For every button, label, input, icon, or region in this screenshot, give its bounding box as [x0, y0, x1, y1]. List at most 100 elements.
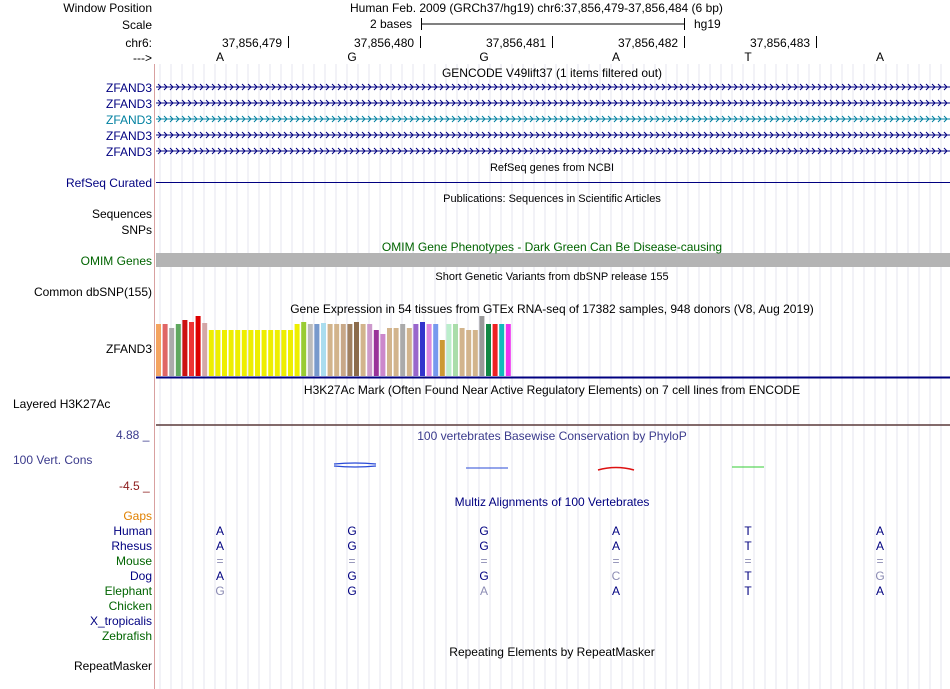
- publications-title[interactable]: Publications: Sequences in Scientific Ar…: [443, 193, 661, 205]
- gtex-bar-50: [479, 316, 485, 376]
- position-2: 37,856,480: [354, 36, 415, 50]
- snps-label[interactable]: SNPs: [121, 223, 152, 237]
- gtex-bar-28: [334, 324, 340, 376]
- base-5: T: [744, 50, 752, 64]
- refseq-title[interactable]: RefSeq genes from NCBI: [489, 162, 615, 174]
- multiz-species-rhesus[interactable]: Rhesus: [111, 539, 152, 553]
- gtex-bar-22: [294, 324, 300, 376]
- scale-label: Scale: [121, 18, 152, 32]
- multiz-base: A: [875, 539, 885, 553]
- gencode-gene-1[interactable]: ZFAND3: [105, 81, 152, 95]
- multiz-base: C: [611, 569, 621, 583]
- scale-value: 2 bases: [370, 17, 413, 31]
- gtex-label[interactable]: ZFAND3: [105, 342, 152, 356]
- gtex-bar-45: [446, 324, 452, 376]
- gtex-bar-33: [367, 324, 373, 376]
- position-4: 37,856,482: [618, 36, 679, 50]
- multiz-base: =: [216, 554, 224, 568]
- window-position-value: Human Feb. 2009 (GRCh37/hg19) chr6:37,85…: [350, 1, 723, 15]
- position-3: 37,856,481: [486, 36, 547, 50]
- gtex-bar-39: [406, 328, 412, 376]
- multiz-base: A: [215, 539, 225, 553]
- omim-title[interactable]: OMIM Gene Phenotypes - Dark Green Can Be…: [381, 240, 723, 254]
- repeatmasker-title[interactable]: Repeating Elements by RepeatMasker: [449, 645, 655, 659]
- gtex-bar-30: [347, 324, 353, 376]
- h3k27ac-label[interactable]: Layered H3K27Ac: [13, 397, 111, 411]
- gtex-title[interactable]: Gene Expression in 54 tissues from GTEx …: [290, 302, 814, 316]
- chrom-label: chr6:: [125, 36, 152, 50]
- multiz-species-x_tropicalis[interactable]: X_tropicalis: [89, 614, 152, 628]
- dbsnp-label[interactable]: Common dbSNP(155): [33, 285, 152, 299]
- conservation-title[interactable]: 100 vertebrates Basewise Conservation by…: [417, 429, 687, 443]
- gtex-bar-47: [459, 328, 465, 376]
- conservation-label[interactable]: 100 Vert. Cons: [13, 453, 93, 467]
- base-1: A: [215, 50, 225, 64]
- gencode-gene-4[interactable]: ZFAND3: [105, 129, 152, 143]
- gtex-bar-46: [453, 324, 458, 376]
- gtex-bar-9: [208, 330, 214, 376]
- gtex-bar-10: [215, 330, 221, 376]
- multiz-species-human[interactable]: Human: [113, 524, 152, 538]
- multiz-base: T: [744, 524, 752, 538]
- dbsnp-title[interactable]: Short Genetic Variants from dbSNP releas…: [435, 271, 669, 283]
- gtex-bar-44: [439, 340, 445, 376]
- gencode-gene-2[interactable]: ZFAND3: [105, 97, 152, 111]
- gtex-bar-25: [314, 324, 320, 376]
- gtex-bar-34: [373, 330, 379, 376]
- gtex-bar-31: [354, 322, 359, 376]
- gtex-bar-54: [505, 324, 511, 376]
- h3k27ac-title[interactable]: H3K27Ac Mark (Often Found Near Active Re…: [303, 383, 801, 397]
- gtex-bar-2: [162, 324, 168, 376]
- multiz-base: G: [875, 569, 885, 583]
- gtex-bar-42: [426, 324, 432, 376]
- multiz-base: =: [348, 554, 356, 568]
- omim-label[interactable]: OMIM Genes: [80, 254, 152, 268]
- gtex-bar-51: [486, 324, 491, 376]
- multiz-species-chicken[interactable]: Chicken: [108, 599, 152, 613]
- sequences-label[interactable]: Sequences: [91, 207, 152, 221]
- multiz-base: A: [215, 524, 225, 538]
- multiz-base: G: [347, 539, 357, 553]
- gtex-bar-19: [274, 330, 280, 376]
- repeatmasker-label[interactable]: RepeatMasker: [73, 659, 152, 673]
- position-5: 37,856,483: [750, 36, 811, 50]
- multiz-species-dog[interactable]: Dog: [129, 569, 152, 583]
- gtex-bar-49: [472, 330, 478, 376]
- gaps-label[interactable]: Gaps: [123, 509, 152, 523]
- multiz-species-zebrafish[interactable]: Zebrafish: [101, 629, 152, 643]
- multiz-base: =: [744, 554, 752, 568]
- refseq-label[interactable]: RefSeq Curated: [65, 176, 152, 190]
- multiz-species-mouse[interactable]: Mouse: [115, 554, 152, 568]
- gencode-title[interactable]: GENCODE V49lift37 (1 items filtered out): [441, 66, 663, 80]
- multiz-base: A: [611, 539, 621, 553]
- gtex-bar-35: [380, 334, 386, 376]
- multiz-base: T: [744, 569, 752, 583]
- multiz-base: =: [480, 554, 488, 568]
- multiz-base: T: [744, 584, 752, 598]
- gtex-bar-6: [189, 322, 194, 376]
- gtex-bar-26: [321, 323, 326, 376]
- gtex-bar-53: [499, 324, 505, 376]
- base-6: A: [875, 50, 885, 64]
- gene-arrows-1: [157, 83, 948, 91]
- conservation-min: -4.5 _: [119, 479, 150, 493]
- omim-bar: [156, 253, 950, 267]
- multiz-species-elephant[interactable]: Elephant: [104, 584, 152, 598]
- gene-arrows-4: [157, 131, 948, 139]
- gtex-bar-24: [307, 324, 313, 376]
- multiz-title[interactable]: Multiz Alignments of 100 Vertebrates: [454, 495, 650, 509]
- gtex-bar-43: [433, 324, 439, 376]
- gencode-gene-5[interactable]: ZFAND3: [105, 145, 152, 159]
- gtex-bar-40: [413, 324, 419, 376]
- multiz-base: A: [215, 569, 225, 583]
- gtex-bar-48: [466, 330, 472, 376]
- multiz-base: G: [347, 584, 357, 598]
- gene-arrows-5: [157, 147, 948, 155]
- gtex-bar-13: [235, 330, 241, 376]
- gtex-bar-37: [393, 328, 399, 376]
- gtex-bar-29: [340, 324, 346, 376]
- gtex-bar-8: [202, 323, 208, 376]
- gtex-bar-20: [281, 330, 287, 376]
- gencode-gene-3[interactable]: ZFAND3: [105, 113, 152, 127]
- gtex-bar-3: [169, 328, 175, 376]
